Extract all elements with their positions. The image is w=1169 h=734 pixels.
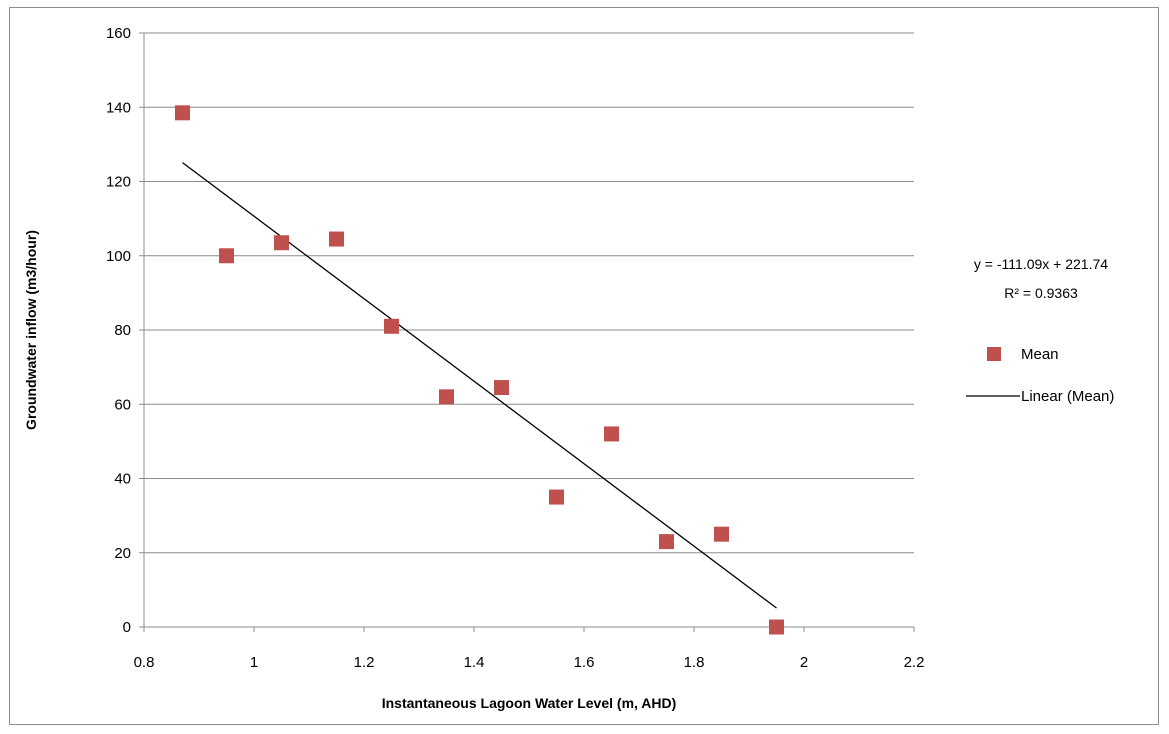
y-tick-label: 120 — [106, 174, 131, 191]
legend-label-linear: Linear (Mean) — [1021, 388, 1114, 405]
data-point — [549, 489, 564, 505]
x-tick-label: 1 — [250, 654, 258, 671]
y-axis-title: Groundwater inflow (m3/hour) — [23, 230, 39, 430]
y-tick-label: 80 — [114, 322, 131, 339]
y-tick-label: 20 — [114, 545, 131, 562]
data-point — [604, 426, 619, 442]
data-points — [175, 105, 784, 635]
data-point — [769, 619, 784, 635]
x-tick-label: 2 — [800, 654, 808, 671]
data-point — [219, 248, 234, 264]
x-tick-label: 1.8 — [684, 654, 705, 671]
data-point — [714, 526, 729, 542]
y-tick-label: 160 — [106, 25, 131, 42]
x-tick-label: 1.4 — [464, 654, 485, 671]
data-point — [329, 231, 344, 247]
gridlines — [144, 32, 914, 554]
data-point — [175, 105, 190, 121]
legend: Mean Linear (Mean) — [966, 346, 1114, 405]
data-point — [439, 389, 454, 405]
y-tick-label: 100 — [106, 248, 131, 265]
y-tick-label: 40 — [114, 471, 131, 488]
trendline-layer — [182, 162, 777, 609]
y-tick-label: 60 — [114, 396, 131, 413]
trendline-equation-text: y = -111.09x + 221.74 — [974, 256, 1108, 272]
x-axis-title: Instantaneous Lagoon Water Level (m, AHD… — [382, 695, 677, 711]
x-tick-label: 1.2 — [354, 654, 375, 671]
trendline-r-squared: R² = 0.9363 — [1004, 285, 1078, 301]
data-point — [659, 534, 674, 550]
trendline-equation: y = -111.09x + 221.74 R² = 0.9363 — [974, 256, 1108, 301]
trendline — [182, 162, 777, 609]
axes: 0 20 40 60 80 100 120 140 160 0.8 1 1.2 1.4 1.6 1.8 2 2.… — [106, 25, 924, 671]
chart-area — [9, 7, 1159, 725]
y-tick-label: 0 — [123, 619, 131, 636]
data-point — [384, 318, 399, 334]
x-tick-label: 1.6 — [574, 654, 595, 671]
x-tick-label: 2.2 — [904, 654, 925, 671]
data-point — [494, 380, 509, 396]
x-tick-label: 0.8 — [134, 654, 155, 671]
legend-label-mean: Mean — [1021, 346, 1059, 363]
data-point — [274, 235, 289, 251]
legend-marker-mean — [987, 347, 1001, 361]
y-tick-label: 140 — [106, 99, 131, 116]
